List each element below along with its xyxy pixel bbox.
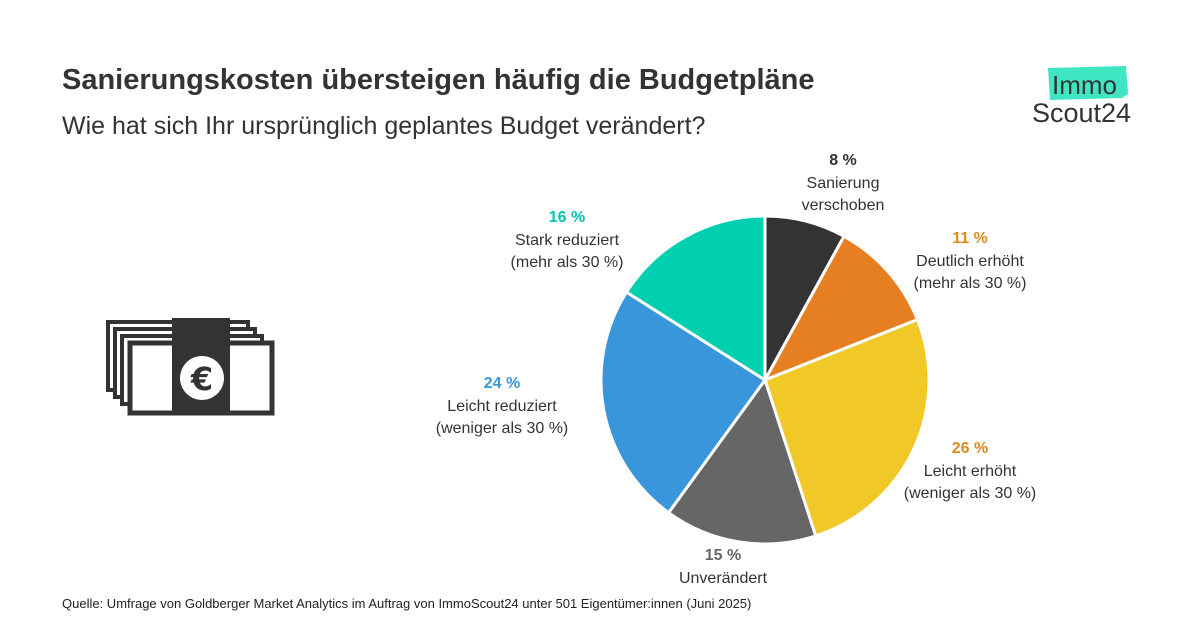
source-note: Quelle: Umfrage von Goldberger Market An…: [62, 596, 752, 611]
slice-label: 15 % Unverändert: [679, 545, 767, 590]
slice-category: (weniger als 30 %): [903, 485, 1037, 502]
slice-category: verschoben: [801, 197, 885, 214]
page-title: Sanierungskosten übersteigen häufig die …: [62, 64, 815, 96]
immoscout24-logo: Immo Scout24: [1032, 66, 1131, 126]
svg-text:Immo: Immo: [1052, 70, 1117, 100]
slice-category: Leicht erhöht: [923, 462, 1017, 480]
slice-category: (weniger als 30 %): [435, 420, 569, 437]
slice-percent: 16 %: [548, 209, 586, 226]
slice-category: (mehr als 30 %): [510, 254, 624, 271]
slice-percent: 11 %: [952, 230, 988, 247]
slice-percent: 8 %: [829, 152, 857, 169]
slice-label: 16 % Stark reduziert (mehr als 30 %): [511, 207, 624, 275]
slice-category: Leicht reduziert: [447, 397, 557, 415]
slice-category: Sanierung: [806, 174, 880, 192]
svg-text:€: €: [190, 360, 213, 398]
slice-percent: 24 %: [483, 375, 521, 392]
slice-percent: 26 %: [951, 440, 989, 457]
slice-label: 24 % Leicht reduziert (weniger als 30 %): [436, 373, 569, 441]
slice-category: Stark reduziert: [514, 231, 620, 249]
pie-slice: [666, 376, 818, 546]
slice-category: (mehr als 30 %): [913, 275, 1027, 292]
pie-slice: [599, 290, 768, 515]
slice-category: Unverändert: [678, 569, 768, 587]
pie-slice: [763, 317, 931, 538]
slice-label: 26 % Leicht erhöht (weniger als 30 %): [904, 438, 1037, 506]
money-bills-euro-icon: €: [106, 318, 275, 416]
svg-text:Scout24: Scout24: [1032, 98, 1131, 126]
pie-slice: [761, 234, 920, 383]
slice-percent: 15 %: [704, 547, 742, 564]
slice-category: Deutlich erhöht: [916, 252, 1024, 270]
page-subtitle: Wie hat sich Ihr ursprünglich geplantes …: [62, 112, 706, 140]
slice-label: 8 % Sanierung verschoben: [802, 150, 885, 218]
pie-slice: [624, 214, 767, 383]
slice-label: 11 % Deutlich erhöht (mehr als 30 %): [914, 228, 1027, 296]
